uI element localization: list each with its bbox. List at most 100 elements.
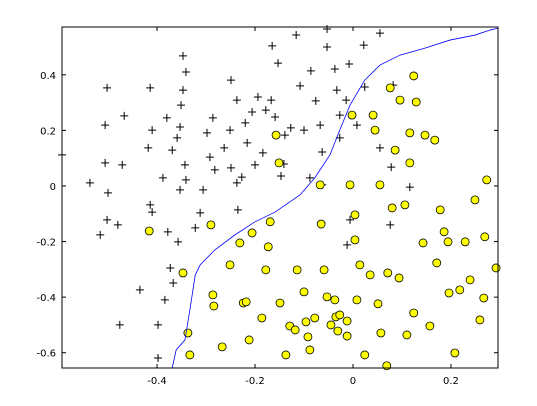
circle-point — [303, 332, 313, 342]
plus-point — [160, 295, 169, 304]
plus-point — [276, 171, 285, 180]
plus-point — [180, 160, 189, 169]
y-tick-label: 0.4 — [40, 71, 56, 82]
plus-point — [386, 220, 395, 229]
circle-point — [235, 238, 245, 248]
plus-point — [271, 113, 280, 122]
circle-point — [409, 71, 419, 81]
plus-point — [101, 158, 110, 167]
plus-point — [346, 215, 355, 224]
plus-point — [330, 64, 339, 73]
plus-point — [305, 173, 314, 182]
plus-point — [233, 205, 242, 214]
circle-point — [460, 237, 470, 247]
plus-point — [375, 29, 384, 38]
x-tick-label: 0 — [350, 376, 356, 387]
plus-point — [345, 59, 354, 68]
circle-point — [342, 316, 352, 326]
circle-point — [368, 110, 378, 120]
circle-point — [390, 145, 400, 155]
plus-point — [227, 76, 236, 85]
circle-point — [480, 232, 490, 242]
plus-point — [96, 230, 105, 239]
y-tick-label: -0.6 — [36, 349, 56, 360]
circle-point — [292, 265, 302, 275]
circle-point — [432, 258, 442, 268]
circle-point — [301, 317, 311, 327]
circle-point — [209, 301, 219, 311]
circle-point — [365, 270, 375, 280]
plus-point — [268, 41, 277, 50]
plus-point — [258, 148, 267, 157]
plus-point — [162, 113, 171, 122]
circle-point — [405, 158, 415, 168]
x-tick-label: -0.2 — [245, 376, 265, 387]
x-tick-label: 0.2 — [443, 376, 459, 387]
plus-point — [174, 237, 183, 246]
plus-point — [274, 59, 283, 68]
plus-point — [405, 183, 414, 192]
plus-point — [237, 173, 246, 182]
circle-point — [491, 263, 501, 273]
plus-point — [316, 121, 325, 130]
circle-point — [465, 275, 475, 285]
plus-point — [120, 111, 129, 120]
plus-point — [335, 111, 344, 120]
circle-point — [310, 313, 320, 323]
circle-point — [475, 315, 485, 325]
plus-point — [232, 96, 241, 105]
decision-boundary — [171, 27, 499, 369]
plus-point — [343, 240, 352, 249]
plus-point — [261, 106, 270, 115]
plus-point — [191, 223, 200, 232]
circle-point — [382, 361, 392, 371]
circle-point — [316, 219, 326, 229]
plus-point — [196, 208, 205, 217]
circle-point — [315, 180, 325, 190]
circle-point — [470, 195, 480, 205]
circle-point — [420, 130, 430, 140]
plus-point — [323, 24, 332, 33]
circle-point — [208, 290, 218, 300]
circle-point — [305, 345, 315, 355]
circle-point — [281, 350, 291, 360]
circle-point — [271, 130, 281, 140]
circle-point — [402, 330, 412, 340]
circle-point — [373, 299, 383, 309]
plus-point — [176, 185, 185, 194]
circle-point — [183, 328, 193, 338]
plus-point — [241, 118, 250, 127]
plus-point — [154, 353, 163, 362]
plus-point — [286, 123, 295, 132]
circle-point — [400, 200, 410, 210]
circle-point — [257, 313, 267, 323]
plus-point — [146, 200, 155, 209]
plus-point — [248, 108, 257, 117]
plus-point — [101, 121, 110, 130]
circle-point — [444, 288, 454, 298]
x-tick-label: -0.4 — [147, 376, 167, 387]
circle-point — [261, 265, 271, 275]
plus-point — [176, 123, 185, 132]
circle-point — [385, 83, 395, 93]
plus-point — [318, 148, 327, 157]
circle-point — [355, 260, 365, 270]
plus-point — [85, 178, 94, 187]
circle-point — [425, 321, 435, 331]
plus-point — [267, 96, 276, 105]
plus-point — [179, 51, 188, 60]
plus-point — [113, 220, 122, 229]
plus-point — [375, 143, 384, 152]
circle-point — [443, 237, 453, 247]
circle-point — [482, 175, 492, 185]
plus-point — [311, 96, 320, 105]
circle-point — [352, 295, 362, 305]
plus-point — [103, 83, 112, 92]
plus-point — [220, 143, 229, 152]
circle-point — [394, 273, 404, 283]
plus-point — [154, 320, 163, 329]
circle-point — [350, 210, 360, 220]
circle-point — [435, 205, 445, 215]
y-tick-label: 0.2 — [40, 126, 56, 137]
circle-point — [342, 331, 352, 341]
